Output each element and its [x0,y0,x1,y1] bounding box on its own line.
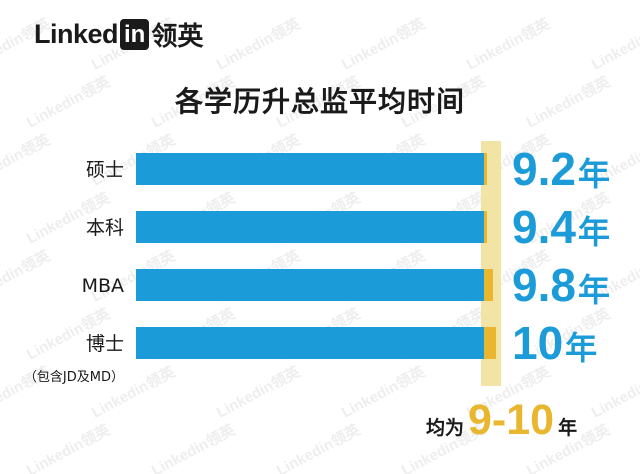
footer-prefix: 均为 [426,417,465,439]
value-label: 10年 [512,317,597,369]
bar-tip-2 [484,211,487,243]
bar-tip-3 [484,269,493,301]
value-unit: 年 [578,213,610,251]
value-number: 10 [512,317,563,369]
value-label: 9.4年 [512,201,610,253]
value-label: 9.2年 [512,143,610,195]
logo-in-box: in [120,19,150,50]
category-note: （包含JD及MD） [24,369,124,385]
logo-word: Linked [34,19,119,49]
value-unit: 年 [578,155,610,193]
value-unit: 年 [565,329,597,367]
highlight-band [481,141,501,386]
category-label: MBA [82,275,124,297]
category-label: 本科 [86,217,124,239]
bar-tip-1 [484,153,487,185]
chart-title: 各学历升总监平均时间 [174,85,465,118]
logo-chinese: 领英 [151,22,204,52]
footer-range: 9-10 [468,396,555,444]
value-number: 9.8 [512,259,576,311]
footer-suffix: 年 [558,417,578,439]
value-label: 9.8年 [512,259,610,311]
value-number: 9.4 [512,201,576,253]
category-label: 博士 [86,333,124,355]
bar-tip-4 [484,327,496,359]
bar-1 [136,153,484,185]
footer-note: 均为 9-10 年 [426,396,577,445]
bar-3 [136,269,493,301]
bar-4 [136,327,496,359]
bar-2 [136,211,487,243]
value-unit: 年 [578,271,610,309]
category-label: 硕士 [86,159,124,181]
value-number: 9.2 [512,143,576,195]
linkedin-logo: Linked in 领英 [34,16,203,53]
